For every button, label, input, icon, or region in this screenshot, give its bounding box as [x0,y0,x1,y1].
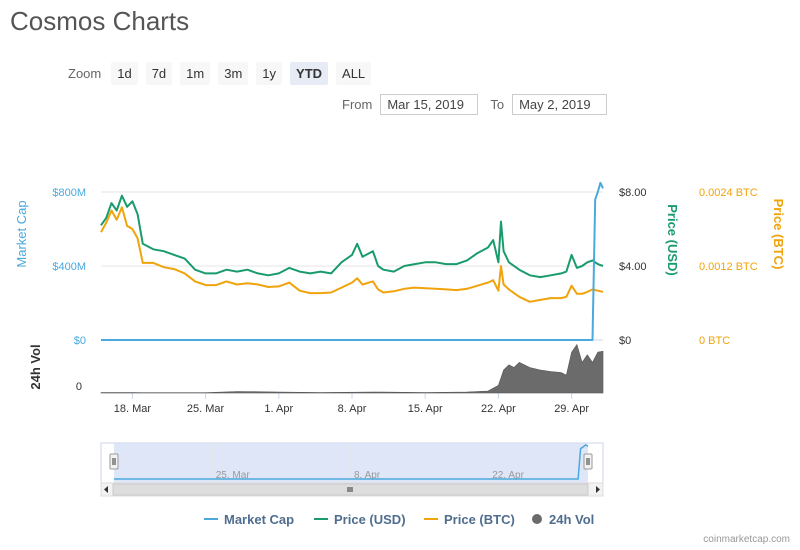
legend-item-label: Market Cap [224,512,294,527]
price-btc-tick-label: 0 BTC [699,335,730,347]
price-btc-tick-label: 0.0012 BTC [699,261,758,273]
zoom-1d-button[interactable]: 1d [111,62,138,85]
zoom-controls: Zoom 1d 7d 1m 3m 1y YTD ALL [68,62,372,85]
price-btc-series-line [100,206,604,303]
zoom-all-button[interactable]: ALL [336,62,372,85]
navigator-tick-label: 22. Apr [492,470,524,481]
x-tick-label: 8. Apr [338,403,367,415]
navigator-left-handle[interactable] [109,453,119,470]
x-tick-label: 29. Apr [554,403,589,415]
x-tick-label: 22. Apr [481,403,516,415]
volume-series-area [100,343,604,394]
zoom-label: Zoom [68,66,102,81]
scroll-left-arrow-icon[interactable] [104,486,108,493]
market-cap-series-line [101,181,604,341]
zoom-1y-button[interactable]: 1y [256,62,283,85]
zoom-ytd-button[interactable]: YTD [290,62,329,85]
market-cap-tick-label: $0 [74,335,86,347]
price-usd-tick-label: $0 [619,335,631,347]
volume-axis-title: 24h Vol [28,344,43,389]
navigator-series-line [114,444,589,480]
zoom-7d-button[interactable]: 7d [145,62,173,85]
legend-item-label: 24h Vol [549,512,594,527]
credit-link[interactable]: coinmarketcap.com [703,534,790,545]
to-date-input[interactable] [512,94,608,115]
from-date-input[interactable] [380,94,479,115]
legend-item-label: Price (USD) [334,512,406,527]
zoom-3m-button[interactable]: 3m [218,62,249,85]
legend-item-label: Price (BTC) [444,512,515,527]
page-title: Cosmos Charts [10,6,190,36]
price-usd-tick-label: $8.00 [619,187,647,199]
price-usd-tick-label: $4.00 [619,261,647,273]
market-cap-tick-label: $800M [52,187,86,199]
x-tick-label: 15. Apr [408,403,443,415]
legend-swatch[interactable] [532,514,542,524]
date-range-controls: From To [342,94,608,115]
navigator-tick-label: 25. Mar [216,470,251,481]
volume-tick-label: 0 [76,381,82,393]
x-tick-label: 1. Apr [264,403,293,415]
price-btc-axis-title: Price (BTC) [771,199,786,270]
x-tick-label: 18. Mar [114,403,152,415]
market-cap-axis-title: Market Cap [14,200,29,267]
navigator-right-handle[interactable] [583,453,593,470]
zoom-1m-button[interactable]: 1m [180,62,211,85]
scroll-right-arrow-icon[interactable] [596,486,600,493]
to-label: To [490,97,505,112]
price-usd-axis-title: Price (USD) [665,204,680,276]
market-cap-tick-label: $400M [52,261,86,273]
navigator-tick-label: 8. Apr [354,470,381,481]
price-btc-tick-label: 0.0024 BTC [699,187,758,199]
from-label: From [342,97,373,112]
x-tick-label: 25. Mar [187,403,225,415]
price-usd-series-line [100,194,604,279]
